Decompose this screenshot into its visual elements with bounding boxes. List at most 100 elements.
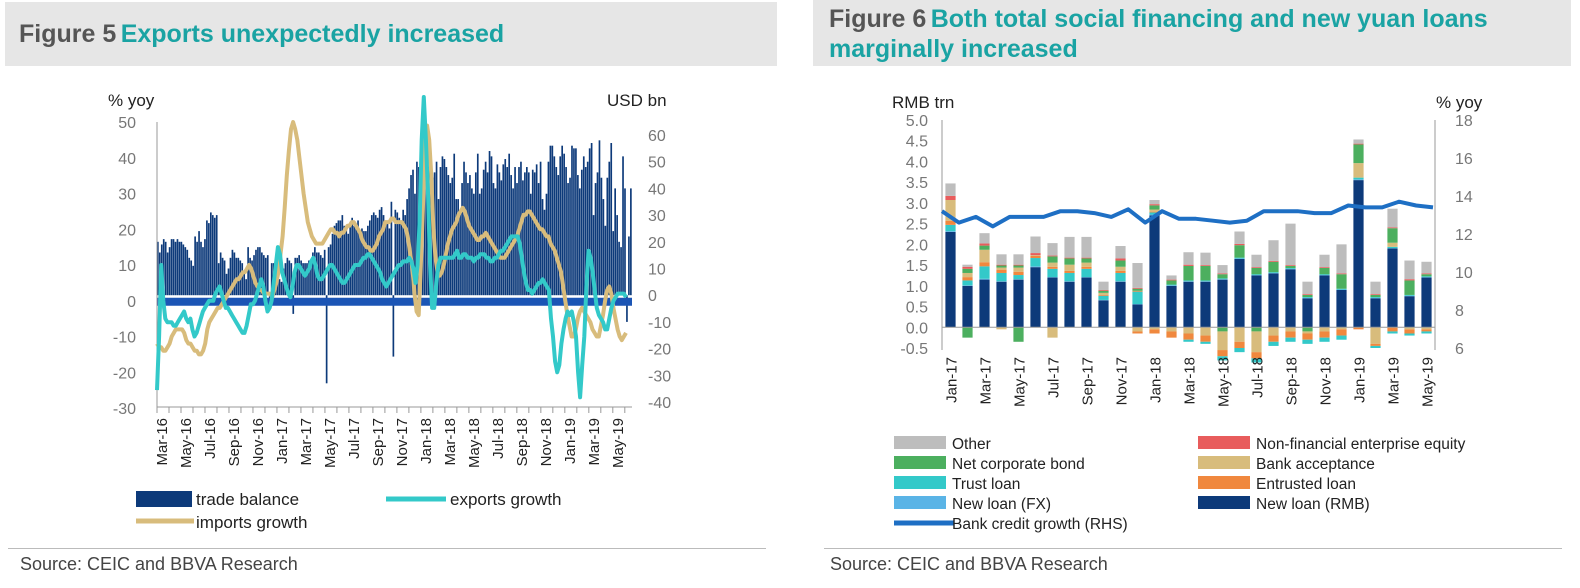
figure6-source: Source: CEIC and BBVA Research [830, 554, 1108, 574]
figure6-title-line1: Both total social financing and new yuan… [930, 5, 1488, 33]
figure6-bar-segment [1285, 269, 1296, 328]
figure5-rule [8, 548, 766, 549]
figure6-bar-segment [1200, 252, 1211, 266]
figure6-bar-segment [1115, 246, 1126, 259]
figure6-bar-segment [1081, 258, 1092, 263]
figure6-bar-segment [1251, 267, 1262, 275]
figure5-right-tick: 40 [648, 181, 666, 198]
figure6-bar-segment [1302, 297, 1313, 298]
figure6-bar-segment-negative [1149, 329, 1160, 334]
figure5-trade-balance-bar [157, 241, 159, 296]
figure5-trade-balance-bar [233, 252, 236, 296]
figure6-bar-segment [979, 278, 990, 280]
figure6-bar-segment-negative [1166, 327, 1177, 332]
figure5-trade-balance-bar [243, 273, 246, 296]
figure6-legend-swatch [1198, 436, 1250, 449]
figure6-bar-segment [996, 272, 1007, 282]
figure5-trade-balance-bar [217, 263, 220, 296]
figure5-trade-balance-bar [543, 209, 546, 296]
figure5-trade-balance-bar [522, 180, 524, 296]
figure6-bar-segment [1166, 284, 1177, 286]
figure6-bar-segment-negative [1234, 348, 1245, 353]
figure6-bar-segment-negative [962, 327, 973, 338]
figure6-bar-segment [1064, 272, 1075, 282]
figure5-trade-balance-bar [172, 239, 175, 296]
figure6-bar-segment [1013, 265, 1024, 268]
figure6-bar-segment-negative [1285, 337, 1296, 342]
figure6-legend-label: Bank credit growth (RHS) [952, 516, 1128, 533]
figure5-trade-balance-bar [380, 207, 383, 296]
figure6-bar-segment [1115, 258, 1126, 261]
figure6-bar-segment [1132, 287, 1143, 289]
figure6-bar-segment [1047, 262, 1058, 267]
figure5-trade-balance-bar [259, 247, 261, 296]
figure5-trade-balance-bar [514, 167, 516, 296]
figure6-panel: Figure 6 Both total social financing and… [810, 0, 1580, 588]
figure5-trade-balance-bar [257, 247, 259, 296]
figure6-bar-segment [1234, 257, 1245, 259]
figure5-trade-balance-bar [192, 265, 194, 296]
figure5-trade-balance-bar [445, 167, 448, 296]
figure5-x-tick-label: Jan-17 [274, 418, 291, 464]
figure6-bar-segment [945, 231, 956, 232]
figure6-bar-segment [1064, 270, 1075, 273]
figure6-bar-segment [1132, 291, 1143, 305]
figure6-bar-segment [1081, 266, 1092, 269]
figure5-trade-balance-bar [288, 260, 291, 296]
figure5-trade-balance-bar [559, 156, 562, 296]
figure6-bar-segment-negative [1336, 335, 1347, 340]
figure5-trade-balance-bar [392, 295, 395, 357]
figure5-trade-balance-bar [166, 252, 169, 296]
figure5-trade-balance-bar [329, 244, 332, 296]
figure6-bar-segment [1336, 274, 1347, 289]
figure5-trade-balance-bar [618, 241, 620, 296]
figure5-left-tick: 40 [118, 151, 136, 168]
figure6-left-tick: 4.5 [906, 134, 928, 151]
figure6-bar-segment-negative [1200, 335, 1211, 342]
figure5-x-tick-label: Mar-16 [154, 418, 171, 466]
figure6-bar-segment [1149, 205, 1160, 210]
figure6-bar-segment [979, 249, 990, 263]
figure5-trade-balance-bar [412, 169, 414, 296]
figure6-bar-segment-negative [1166, 331, 1177, 338]
figure5-trade-balance-bar [308, 260, 310, 296]
figure6-x-tick-label: Nov-17 [1114, 357, 1131, 405]
figure5-trade-balance-bar [531, 169, 534, 296]
figure6-bar-segment [1234, 245, 1245, 258]
figure6-right-tick: 16 [1455, 151, 1473, 168]
figure5-trade-balance-bar [347, 233, 350, 296]
figure6-bar-segment [1404, 279, 1415, 281]
figure5-legend-trade-balance-label: trade balance [196, 490, 299, 509]
figure6-bar-segment [1387, 227, 1398, 229]
figure6-bar-segment [945, 231, 956, 328]
figure5-trade-balance-bar [365, 231, 367, 296]
figure6-bar-segment-negative [1421, 329, 1432, 332]
figure5-trade-balance-bar [164, 241, 167, 296]
figure5-trade-balance-bar [229, 257, 232, 296]
figure6-bank-credit-growth-line [940, 199, 1434, 229]
figure5-right-axis-label: USD bn [607, 91, 667, 110]
figure6-bar-segment [1166, 279, 1177, 281]
figure5-trade-balance-bar [545, 193, 548, 296]
figure5-x-tick-label: Jul-18 [490, 418, 507, 459]
figure5-trade-balance-bar [588, 148, 591, 296]
figure6-bar-segment-negative [1387, 327, 1398, 332]
figure6-bar-segment [1064, 257, 1075, 259]
figure5-trade-balance-bar [451, 177, 454, 296]
figure6-bar-segment [1132, 288, 1143, 291]
figure6-bar-segment-negative [1370, 345, 1381, 348]
figure5-left-tick: 50 [118, 115, 136, 132]
figure6-bar-segment [1081, 236, 1092, 258]
figure5-trade-balance-bar [298, 255, 300, 296]
figure6-bar-segment [996, 269, 1007, 273]
figure6-bar-segment [962, 264, 973, 267]
figure6-bar-segment-negative [1421, 327, 1432, 330]
figure6-bar-segment [1285, 267, 1296, 269]
figure6-x-tick-label: Jul-17 [1046, 357, 1063, 398]
figure6-bar-segment [945, 224, 956, 232]
figure5-trade-balance-bar [604, 225, 607, 296]
figure5-trade-balance-bar [266, 255, 269, 296]
figure5-trade-balance-bar [339, 220, 342, 296]
figure5-trade-balance-bar [363, 231, 365, 296]
figure6-bar-segment [979, 245, 990, 250]
